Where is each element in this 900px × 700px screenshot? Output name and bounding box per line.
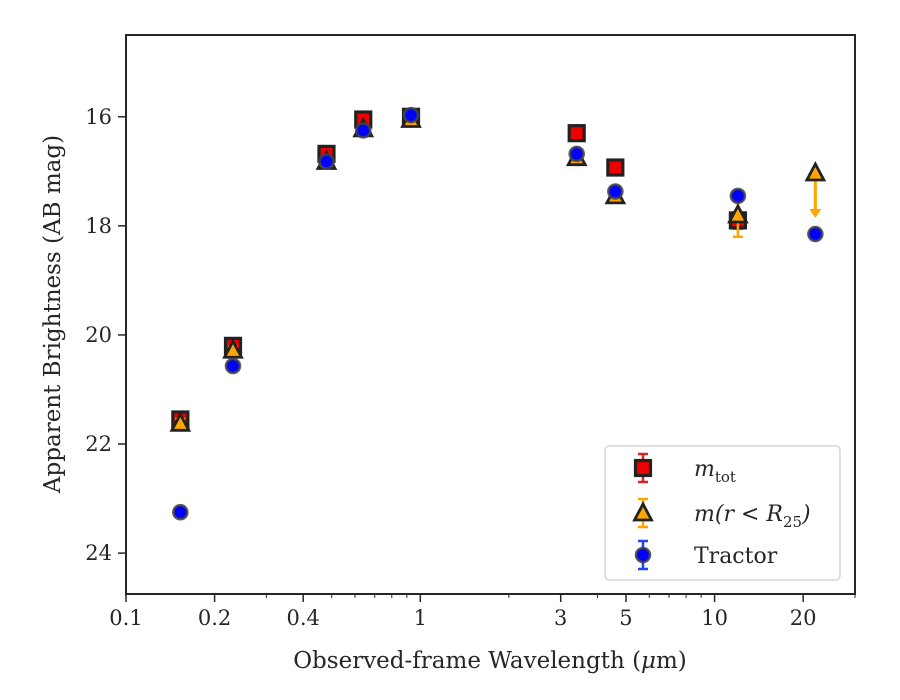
legend: mtot m(r < R25) Tractor	[604, 445, 841, 581]
legend-label: mtot	[694, 457, 736, 486]
y-axis-label: Apparent Brightness (AB mag)	[40, 135, 66, 494]
x-tick-label: 10	[701, 606, 728, 630]
data-point	[169, 411, 192, 432]
data-point	[727, 202, 749, 224]
x-tick-label: 0.1	[109, 606, 142, 630]
x-tick-label: 0.4	[286, 606, 319, 630]
x-tick-label: 0.2	[198, 606, 231, 630]
data-point	[607, 183, 624, 200]
x-axis-label: Observed-frame Wavelength (μm)	[293, 648, 687, 674]
y-tick-label: 24	[85, 541, 112, 565]
axes: 0.1 0.2 0.4 1 3 5 10 20 16 18 20 22 24	[85, 105, 856, 630]
series-tractor	[172, 106, 824, 521]
data-point	[729, 187, 747, 205]
legend-entry: Tractor	[634, 539, 778, 571]
y-tick-label: 18	[85, 214, 112, 238]
data-point	[402, 106, 420, 124]
data-point	[807, 225, 824, 243]
y-tick-label: 20	[85, 323, 112, 347]
x-tick-label: 5	[619, 606, 632, 630]
data-point	[606, 158, 625, 177]
legend-label-main: Tractor	[694, 544, 778, 569]
data-point	[804, 160, 827, 182]
y-tick-label: 22	[85, 432, 112, 456]
data-point	[568, 145, 586, 163]
x-tick-label: 20	[790, 606, 817, 630]
legend-label-tail: )	[801, 502, 811, 527]
legend-marker	[634, 546, 652, 564]
data-marks	[169, 106, 827, 521]
legend-entry: mtot	[633, 452, 736, 486]
x-axis-label-mu: μ	[641, 648, 656, 674]
x-tick-label: 1	[414, 606, 427, 630]
legend-label-subscript: tot	[715, 468, 736, 486]
data-point	[318, 153, 335, 170]
legend-label-main: m	[694, 457, 715, 482]
legend-entry: m(r < R25)	[632, 497, 811, 531]
data-point	[567, 124, 586, 143]
data-point	[354, 122, 372, 139]
legend-box	[604, 445, 841, 581]
plot-frame	[125, 34, 856, 595]
y-tick-label: 16	[85, 105, 112, 129]
legend-label-main: m(r < R	[694, 502, 783, 527]
legend-label: m(r < R25)	[694, 502, 811, 531]
legend-label: Tractor	[694, 544, 778, 569]
legend-label-subscript: 25	[783, 513, 802, 531]
legend-marker	[633, 458, 653, 478]
data-point	[224, 357, 242, 375]
data-point	[172, 503, 189, 521]
x-axis-label-main: Observed-frame Wavelength (	[293, 648, 641, 674]
x-tick-label: 3	[554, 606, 567, 630]
legend-marker	[632, 501, 654, 522]
x-axis-label-end: m)	[656, 648, 687, 674]
data-point	[222, 338, 244, 359]
